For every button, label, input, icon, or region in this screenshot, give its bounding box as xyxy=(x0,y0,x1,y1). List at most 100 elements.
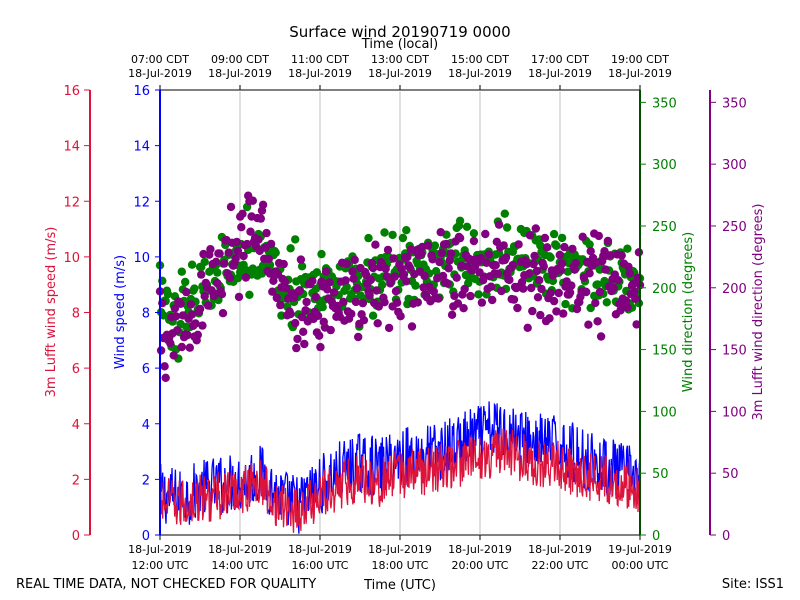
direction-point xyxy=(622,296,631,305)
direction-point xyxy=(508,260,517,270)
direction-point xyxy=(455,216,465,225)
direction-point xyxy=(347,309,356,319)
direction-point xyxy=(522,260,531,269)
direction-point xyxy=(295,286,304,295)
direction-point xyxy=(239,251,248,261)
direction-point xyxy=(402,226,411,235)
y-tick-label: 12 xyxy=(63,195,80,210)
direction-point xyxy=(535,276,544,285)
x-tick-time-label: 16:00 UTC xyxy=(291,559,348,572)
direction-point xyxy=(372,286,381,295)
x-tick-time-label: 18:00 UTC xyxy=(371,559,428,572)
direction-point xyxy=(624,262,633,271)
y-tick-label: 6 xyxy=(72,362,80,377)
direction-point xyxy=(160,362,169,371)
direction-point xyxy=(491,261,500,270)
direction-point xyxy=(531,224,540,233)
direction-point xyxy=(530,251,539,261)
y-tick-label: 2 xyxy=(142,473,150,488)
direction-point xyxy=(445,256,454,265)
direction-point xyxy=(545,314,554,323)
direction-point xyxy=(402,277,411,286)
direction-point xyxy=(258,200,268,209)
top-tick-time-label: 11:00 CDT xyxy=(291,53,349,66)
direction-point xyxy=(384,323,394,333)
direction-point xyxy=(561,299,570,309)
direction-point xyxy=(171,312,181,321)
direction-point xyxy=(191,319,200,328)
direction-point xyxy=(484,250,493,259)
direction-point xyxy=(271,248,280,257)
direction-point xyxy=(435,257,444,267)
top-tick-date-label: 18-Jul-2019 xyxy=(528,67,592,80)
lufft-speed-axis-label: 3m Lufft wind speed (m/s) xyxy=(44,227,59,398)
direction-point xyxy=(325,278,334,287)
top-tick-time-label: 13:00 CDT xyxy=(371,53,429,66)
direction-point xyxy=(342,259,351,269)
direction-point xyxy=(570,265,579,274)
direction-point xyxy=(198,321,207,330)
direction-point xyxy=(186,300,196,309)
direction-point xyxy=(383,245,393,255)
direction-point xyxy=(533,293,543,302)
direction-point xyxy=(517,278,527,287)
y-tick-label: 16 xyxy=(63,84,80,99)
y-tick-label: 14 xyxy=(63,140,80,155)
y-tick-label: 6 xyxy=(142,362,150,377)
direction-point xyxy=(459,304,468,313)
direction-point xyxy=(364,233,373,243)
direction-point xyxy=(262,228,271,238)
direction-point xyxy=(197,270,206,279)
direction-point xyxy=(234,292,244,302)
direction-point xyxy=(299,327,308,336)
direction-point xyxy=(170,304,180,313)
direction-point xyxy=(318,302,327,312)
direction-point xyxy=(446,249,456,258)
top-tick-time-label: 07:00 CDT xyxy=(131,53,189,66)
top-tick-time-label: 15:00 CDT xyxy=(451,53,509,66)
direction-point xyxy=(190,284,199,293)
direction-point xyxy=(417,249,426,259)
top-tick-date-label: 18-Jul-2019 xyxy=(608,67,672,80)
direction-point xyxy=(539,262,548,271)
direction-point xyxy=(159,311,168,320)
direction-point xyxy=(486,282,496,291)
direction-point xyxy=(411,281,420,290)
direction-point xyxy=(586,247,595,256)
direction-point xyxy=(631,294,640,303)
y-tick-label: 300 xyxy=(722,158,747,173)
direction-point xyxy=(536,310,545,320)
direction-point xyxy=(352,284,362,293)
direction-point xyxy=(525,231,535,240)
direction-point xyxy=(466,291,475,301)
direction-point xyxy=(238,209,247,218)
y-tick-label: 350 xyxy=(722,96,747,111)
direction-point xyxy=(499,241,508,250)
direction-point xyxy=(392,298,402,307)
direction-point xyxy=(391,287,401,296)
direction-point xyxy=(264,254,273,264)
direction-point xyxy=(594,231,603,241)
direction-point xyxy=(614,276,623,285)
direction-point xyxy=(342,282,351,292)
direction-point xyxy=(286,309,295,319)
quality-disclaimer: REAL TIME DATA, NOT CHECKED FOR QUALITY xyxy=(16,577,316,592)
direction-point xyxy=(493,269,503,278)
direction-point xyxy=(316,342,325,352)
y-tick-label: 4 xyxy=(72,418,80,433)
direction-point xyxy=(272,293,281,303)
wind-speed-axis-label: Wind speed (m/s) xyxy=(113,255,128,369)
direction-point xyxy=(242,239,252,249)
y-tick-label: 150 xyxy=(722,344,747,359)
direction-point xyxy=(623,303,632,312)
direction-point xyxy=(313,311,323,320)
x-tick-date-label: 18-Jul-2019 xyxy=(128,543,192,556)
direction-point xyxy=(291,235,300,244)
direction-point xyxy=(200,292,209,301)
direction-point xyxy=(187,260,197,269)
direction-point xyxy=(509,295,519,304)
axis-ticks: 18-Jul-2019 12:00 UTC 18-Jul-2019 14:00 UTC… xyxy=(63,53,746,572)
direction-point xyxy=(366,275,375,285)
direction-point xyxy=(246,227,255,236)
y-tick-label: 10 xyxy=(63,251,80,266)
